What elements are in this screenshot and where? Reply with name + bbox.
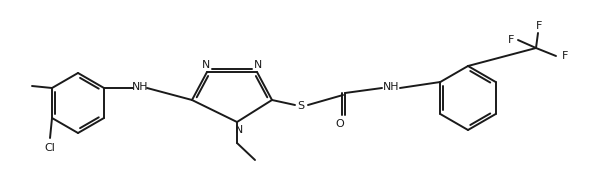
Text: F: F (562, 51, 568, 61)
Text: Cl: Cl (45, 143, 55, 153)
Text: F: F (508, 35, 514, 45)
Text: NH: NH (132, 82, 148, 92)
Text: S: S (297, 101, 304, 111)
Text: NH: NH (383, 82, 399, 92)
Text: N: N (254, 60, 262, 70)
Text: N: N (202, 60, 210, 70)
Text: F: F (536, 21, 542, 31)
Text: N: N (235, 125, 243, 135)
Text: O: O (336, 119, 345, 129)
